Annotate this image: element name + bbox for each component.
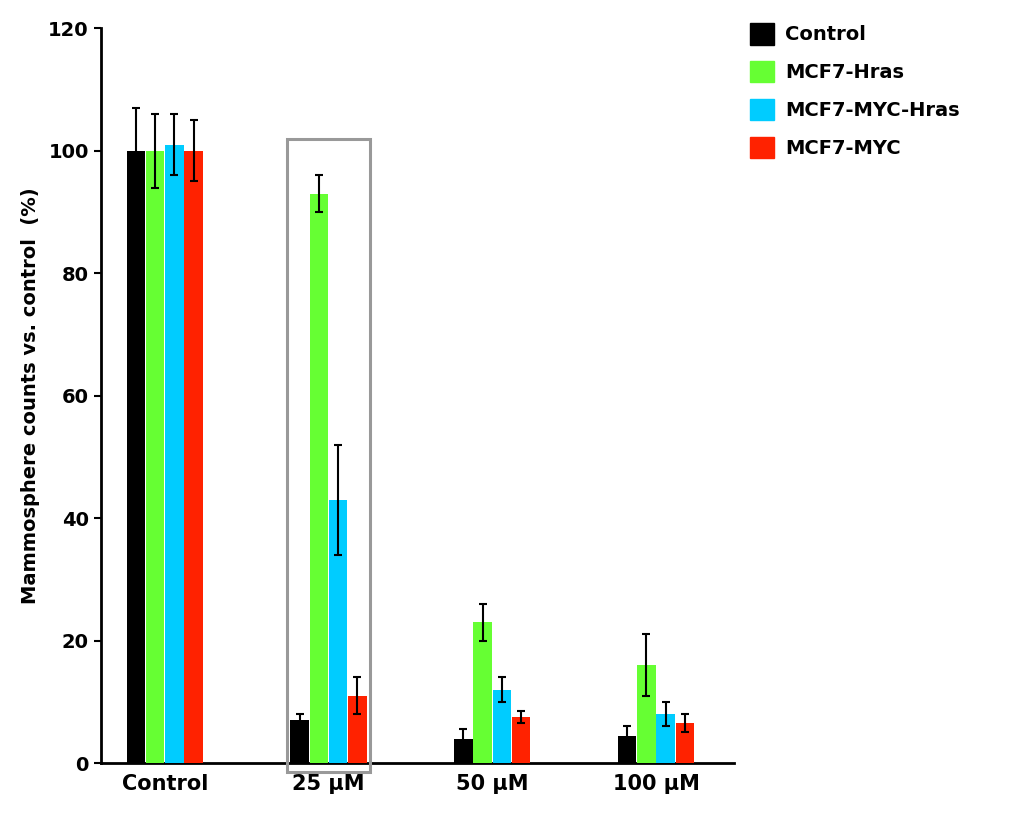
Legend: Control, MCF7-Hras, MCF7-MYC-Hras, MCF7-MYC: Control, MCF7-Hras, MCF7-MYC-Hras, MCF7-… — [750, 24, 959, 158]
Bar — [165, 145, 183, 763]
Bar — [656, 714, 675, 763]
Y-axis label: Mammosphere counts vs. control  (%): Mammosphere counts vs. control (%) — [20, 187, 40, 604]
Bar — [675, 723, 694, 763]
Bar — [184, 151, 203, 763]
Bar — [492, 689, 511, 763]
Bar — [453, 738, 472, 763]
Bar — [618, 735, 636, 763]
Bar — [637, 665, 655, 763]
Bar — [512, 717, 530, 763]
Bar — [473, 622, 491, 763]
Bar — [146, 151, 164, 763]
Bar — [290, 720, 309, 763]
Bar — [286, 139, 370, 773]
Bar — [347, 696, 366, 763]
Bar — [310, 194, 328, 763]
Bar — [126, 151, 145, 763]
Bar — [328, 500, 347, 763]
